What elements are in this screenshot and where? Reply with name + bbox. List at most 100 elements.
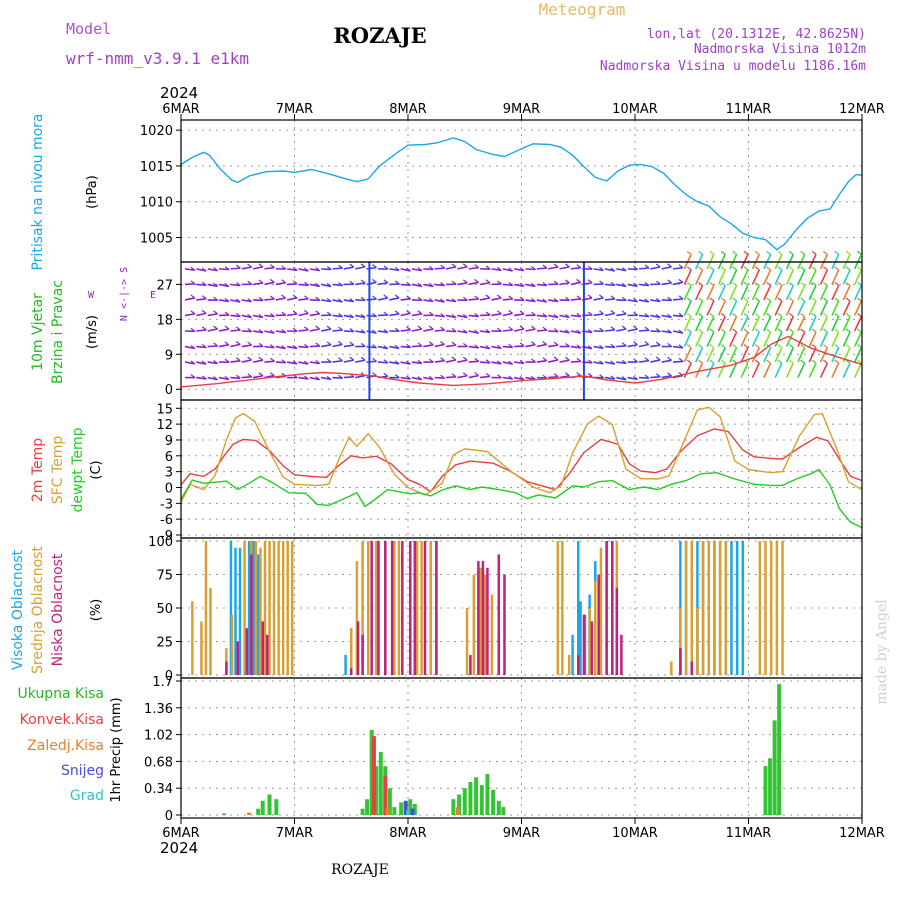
wind-barb-flag	[508, 326, 514, 331]
wind-barb-flag	[190, 294, 196, 299]
wind-barb	[184, 283, 196, 286]
wind-barb	[230, 267, 241, 270]
wind-barb-flag	[678, 312, 684, 317]
wind-barb-flag	[270, 313, 275, 317]
wind-barb-flag	[698, 359, 703, 364]
wind-barb-flag	[508, 343, 514, 348]
wind-barb-flag	[247, 341, 253, 346]
wind-barb-flag	[190, 374, 196, 379]
wind-barb-flag	[823, 281, 828, 286]
wind-barb-flag	[292, 360, 298, 365]
wind-barb-flag	[485, 372, 491, 377]
data-bar	[367, 541, 370, 675]
wind-barb	[842, 362, 851, 378]
wind-barb	[355, 266, 366, 270]
wind-barb-flag	[845, 266, 851, 271]
wind-barb-flag	[315, 296, 321, 301]
model-name: wrf-nmm_v3.9.1 e1km	[66, 49, 249, 68]
wind-barb-flag	[497, 280, 502, 285]
data-bar	[397, 541, 401, 675]
wind-barb-flag	[292, 280, 298, 285]
data-bar	[590, 621, 594, 675]
wind-barb-flag	[576, 344, 582, 349]
wind-barb-flag	[190, 310, 196, 315]
wind-barb-flag	[224, 341, 230, 346]
wind-barb-flag	[686, 313, 692, 317]
wind-barb-flag	[788, 328, 794, 333]
wind-barb-flag	[440, 313, 446, 318]
wind-barb	[389, 345, 400, 350]
wind-barb	[797, 316, 806, 332]
wind-barb	[184, 361, 195, 365]
wind-barb	[434, 329, 445, 332]
wind-barb-flag	[190, 360, 196, 365]
wind-barb-flag	[553, 313, 559, 318]
wind-barb-flag	[823, 250, 828, 255]
wind-barb	[400, 361, 411, 365]
wind-barb	[332, 329, 343, 332]
wind-barb	[695, 269, 704, 285]
wind-barb	[411, 376, 422, 381]
wind-barb-flag	[235, 357, 241, 362]
y-tick-label: 0	[165, 383, 173, 398]
y-tick-label: 15	[156, 402, 173, 417]
wind-barb-flag	[235, 326, 241, 331]
data-bar	[383, 775, 388, 815]
data-bar	[597, 574, 600, 675]
wind-barb-flag	[508, 295, 514, 300]
data-bar	[377, 541, 380, 675]
data-bar	[250, 554, 253, 675]
wind-barb-flag	[258, 372, 264, 377]
wind-barb	[423, 283, 434, 288]
y-tick-label: 1020	[140, 124, 173, 139]
wind-barb-flag	[811, 328, 817, 333]
wind-barb-flag	[270, 344, 275, 349]
data-bar	[243, 541, 246, 675]
data-bar	[229, 541, 233, 675]
wind-barb-flag	[845, 359, 851, 364]
wind-barb-flag	[315, 267, 321, 272]
wind-barb-flag	[201, 326, 207, 331]
data-bar	[374, 766, 379, 815]
data-bar	[256, 554, 260, 675]
data-bar	[758, 541, 762, 675]
wind-barb	[286, 297, 298, 301]
wind-barb-flag	[451, 280, 457, 285]
wind-barb	[661, 266, 672, 270]
wind-barb	[650, 299, 661, 303]
wind-barb-flag	[644, 374, 650, 379]
wind-barb	[570, 345, 581, 349]
wind-barb	[729, 331, 738, 347]
wind-barb	[298, 312, 309, 317]
wind-barb	[853, 269, 863, 285]
wind-barb	[434, 343, 445, 348]
wind-barb-flag	[201, 267, 207, 272]
wind-barb	[650, 375, 661, 379]
wind-barb	[411, 268, 422, 272]
data-bar	[225, 661, 228, 675]
wind-barb	[706, 269, 715, 285]
wind-barb-flag	[777, 344, 783, 349]
wind-barb-flag	[678, 357, 684, 362]
wind-barb-flag	[777, 313, 783, 317]
wind-barb-flag	[247, 263, 252, 268]
wind-barb-flag	[292, 344, 298, 349]
wind-barb	[763, 285, 772, 301]
wind-barb	[627, 343, 638, 348]
wind-barb-flag	[698, 297, 703, 302]
wind-barb-flag	[372, 278, 377, 283]
y-tick-label: 3	[165, 466, 173, 481]
wind-barb-flag	[621, 342, 627, 347]
wind-barb-flag	[304, 343, 309, 348]
wind-barb-flag	[553, 328, 559, 333]
wind-barb	[661, 330, 672, 334]
wind-barb	[751, 316, 760, 332]
wind-barb-flag	[743, 281, 749, 286]
legend-snow: Snijeg	[61, 763, 104, 779]
wind-barb-flag	[485, 265, 491, 270]
wind-barb-flag	[247, 373, 253, 378]
wind-barb	[683, 331, 692, 347]
data-bar	[408, 799, 413, 815]
data-bar	[268, 541, 271, 675]
wind-barb	[808, 300, 817, 316]
